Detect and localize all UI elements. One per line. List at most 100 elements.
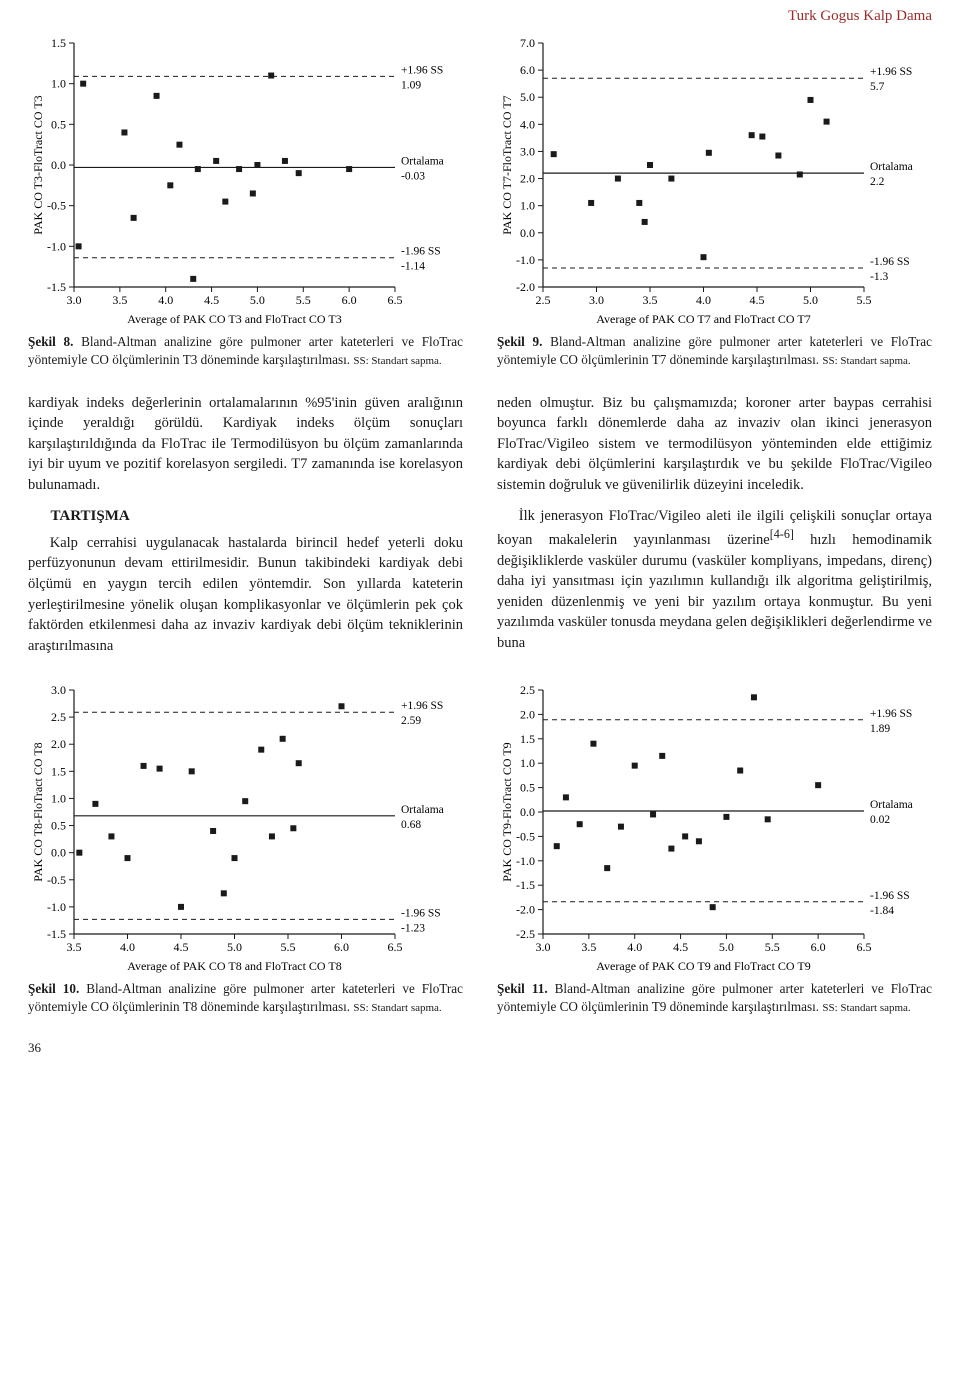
- svg-text:+1.96 SS: +1.96 SS: [870, 708, 912, 720]
- svg-text:3.5: 3.5: [112, 293, 127, 307]
- svg-text:6.0: 6.0: [811, 940, 826, 954]
- svg-text:3.0: 3.0: [536, 940, 551, 954]
- svg-text:2.0: 2.0: [51, 738, 66, 752]
- svg-text:6.0: 6.0: [520, 63, 535, 77]
- svg-text:-1.0: -1.0: [47, 900, 66, 914]
- svg-text:0.0: 0.0: [520, 226, 535, 240]
- svg-text:5.0: 5.0: [520, 90, 535, 104]
- svg-text:PAK CO T3-FloTract CO T3: PAK CO T3-FloTract CO T3: [31, 95, 45, 234]
- svg-text:-0.5: -0.5: [47, 873, 66, 887]
- svg-text:-2.5: -2.5: [516, 927, 535, 941]
- svg-text:3.0: 3.0: [520, 144, 535, 158]
- svg-text:-2.0: -2.0: [516, 903, 535, 917]
- caption-t7: Şekil 9. Bland-Altman analizine göre pul…: [497, 333, 932, 369]
- chart-col-t7: 2.53.03.54.04.55.05.5-2.0-1.00.01.02.03.…: [497, 37, 932, 383]
- caption-t8-ss: SS: Standart sapma.: [353, 1002, 441, 1014]
- svg-text:0.5: 0.5: [51, 819, 66, 833]
- svg-text:3.0: 3.0: [67, 293, 82, 307]
- svg-text:Average of PAK CO T3 and FloTr: Average of PAK CO T3 and FloTract CO T3: [127, 312, 341, 326]
- svg-text:5.0: 5.0: [227, 940, 242, 954]
- svg-text:2.2: 2.2: [870, 176, 885, 188]
- svg-text:-1.14: -1.14: [401, 261, 425, 273]
- svg-text:PAK CO T7-FloTract CO T7: PAK CO T7-FloTract CO T7: [500, 95, 514, 234]
- caption-t3: Şekil 8. Bland-Altman analizine göre pul…: [28, 333, 463, 369]
- chart-t3: 3.03.54.04.55.05.56.06.5-1.5-1.0-0.50.00…: [28, 37, 463, 327]
- svg-text:5.5: 5.5: [857, 293, 872, 307]
- svg-text:-2.0: -2.0: [516, 280, 535, 294]
- body-left-p2: Kalp cerrahisi uygulanacak hastalarda bi…: [28, 533, 463, 656]
- svg-text:1.0: 1.0: [520, 199, 535, 213]
- svg-text:4.5: 4.5: [174, 940, 189, 954]
- svg-text:-1.0: -1.0: [516, 854, 535, 868]
- body-columns: kardiyak indeks değerlerinin ortalamalar…: [28, 393, 932, 667]
- svg-text:Average of PAK CO T8 and FloT: Average of PAK CO T8 and FloTract CO T8: [127, 959, 341, 973]
- svg-text:1.0: 1.0: [520, 757, 535, 771]
- svg-text:4.5: 4.5: [204, 293, 219, 307]
- svg-text:5.5: 5.5: [765, 940, 780, 954]
- svg-text:Ortalama: Ortalama: [401, 804, 444, 816]
- svg-text:-1.84: -1.84: [870, 905, 894, 917]
- caption-t7-ss: SS: Standart sapma.: [822, 355, 910, 367]
- svg-text:6.0: 6.0: [334, 940, 349, 954]
- body-right-p2sup: [4-6]: [770, 527, 794, 541]
- svg-text:1.89: 1.89: [870, 723, 890, 735]
- svg-text:5.5: 5.5: [281, 940, 296, 954]
- svg-text:+1.96 SS: +1.96 SS: [870, 66, 912, 78]
- svg-text:0.5: 0.5: [520, 781, 535, 795]
- svg-text:-1.5: -1.5: [516, 879, 535, 893]
- body-right: neden olmuştur. Biz bu çalışmamızda; kor…: [497, 393, 932, 667]
- svg-text:3.5: 3.5: [67, 940, 82, 954]
- svg-text:3.5: 3.5: [581, 940, 596, 954]
- svg-text:5.7: 5.7: [870, 81, 885, 93]
- svg-text:5.5: 5.5: [296, 293, 311, 307]
- svg-text:Average of PAK CO T7 and FloT: Average of PAK CO T7 and FloTract CO T7: [596, 312, 810, 326]
- svg-text:-1.96 SS: -1.96 SS: [401, 246, 441, 258]
- svg-text:-1.96 SS: -1.96 SS: [870, 890, 910, 902]
- caption-t3-bold: Şekil 8.: [28, 334, 73, 349]
- svg-text:-1.0: -1.0: [516, 253, 535, 267]
- chart-col-t3: 3.03.54.04.55.05.56.06.5-1.5-1.0-0.50.00…: [28, 37, 463, 383]
- svg-text:6.0: 6.0: [342, 293, 357, 307]
- body-left-h3: TARTIŞMA: [28, 506, 463, 527]
- svg-text:+1.96 SS: +1.96 SS: [401, 701, 443, 713]
- caption-t9-ss: SS: Standart sapma.: [822, 1002, 910, 1014]
- svg-text:-0.5: -0.5: [47, 199, 66, 213]
- svg-text:4.0: 4.0: [696, 293, 711, 307]
- body-left: kardiyak indeks değerlerinin ortalamalar…: [28, 393, 463, 667]
- svg-text:2.5: 2.5: [51, 710, 66, 724]
- svg-text:6.5: 6.5: [388, 293, 403, 307]
- svg-text:2.59: 2.59: [401, 716, 421, 728]
- body-right-p2b: hızlı hemodinamik değişikliklerde vaskül…: [497, 532, 932, 651]
- svg-text:-1.5: -1.5: [47, 927, 66, 941]
- svg-text:4.0: 4.0: [158, 293, 173, 307]
- svg-text:0.0: 0.0: [51, 158, 66, 172]
- svg-text:0.68: 0.68: [401, 819, 421, 831]
- svg-text:4.5: 4.5: [673, 940, 688, 954]
- chart-t8: 3.54.04.55.05.56.06.5-1.5-1.0-0.50.00.51…: [28, 684, 463, 974]
- svg-text:2.0: 2.0: [520, 708, 535, 722]
- svg-text:0.02: 0.02: [870, 814, 890, 826]
- svg-text:4.0: 4.0: [120, 940, 135, 954]
- svg-text:5.0: 5.0: [803, 293, 818, 307]
- chart-col-t8: 3.54.04.55.05.56.06.5-1.5-1.0-0.50.00.51…: [28, 684, 463, 1030]
- svg-text:Ortalama: Ortalama: [870, 161, 913, 173]
- chart-t7: 2.53.03.54.04.55.05.5-2.0-1.00.01.02.03.…: [497, 37, 932, 327]
- svg-text:1.5: 1.5: [51, 765, 66, 779]
- svg-text:6.5: 6.5: [388, 940, 403, 954]
- svg-text:0.5: 0.5: [51, 117, 66, 131]
- svg-text:7.0: 7.0: [520, 37, 535, 50]
- caption-t8: Şekil 10. Bland-Altman analizine göre pu…: [28, 980, 463, 1016]
- svg-text:-1.0: -1.0: [47, 239, 66, 253]
- svg-text:4.5: 4.5: [750, 293, 765, 307]
- svg-text:-0.03: -0.03: [401, 170, 425, 182]
- svg-text:2.5: 2.5: [536, 293, 551, 307]
- caption-t7-bold: Şekil 9.: [497, 334, 542, 349]
- caption-t9-bold: Şekil 11.: [497, 981, 548, 996]
- svg-text:Average of PAK CO T9 and FloT: Average of PAK CO T9 and FloTract CO T9: [596, 959, 810, 973]
- svg-text:1.0: 1.0: [51, 77, 66, 91]
- svg-text:-0.5: -0.5: [516, 830, 535, 844]
- chart-t9: 3.03.54.04.55.05.56.06.5-2.5-2.0-1.5-1.0…: [497, 684, 932, 974]
- svg-text:Ortalama: Ortalama: [401, 155, 444, 167]
- svg-text:PAK CO T9-FloTract CO T9: PAK CO T9-FloTract CO T9: [500, 743, 514, 882]
- svg-text:PAK CO T8-FloTract CO T8: PAK CO T8-FloTract CO T8: [31, 743, 45, 882]
